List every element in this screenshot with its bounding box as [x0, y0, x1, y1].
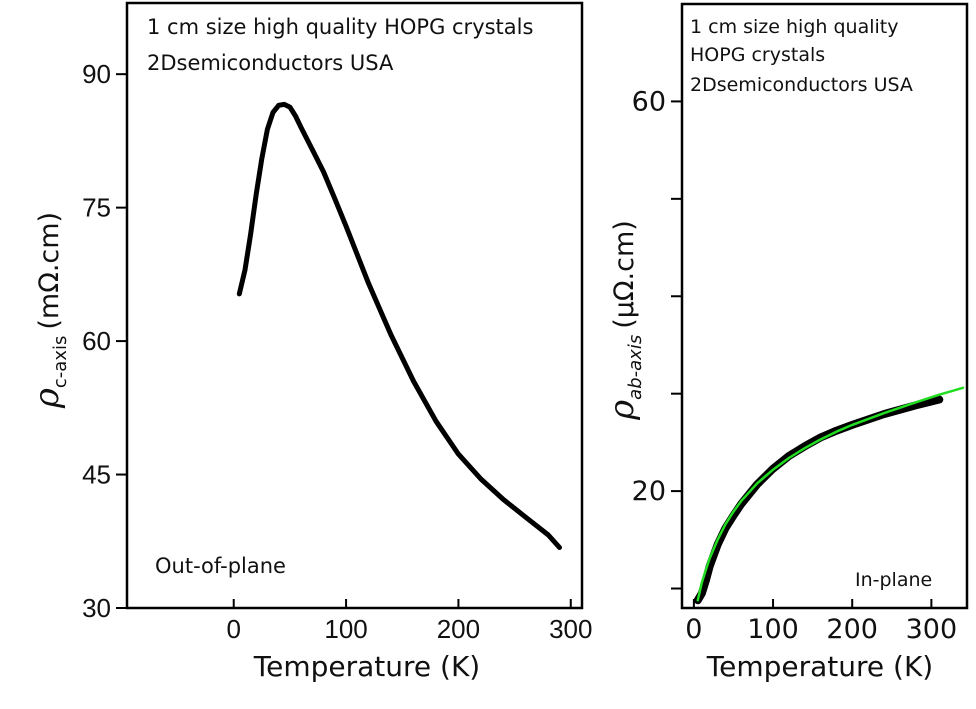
- y-tick-label: 60: [82, 326, 111, 356]
- data-lines: [236, 101, 562, 550]
- x-tick-label: 300: [549, 614, 592, 644]
- panel-label: Out-of-plane: [155, 554, 286, 578]
- y-tick-label: 60: [632, 86, 666, 117]
- x-tick-label: 300: [906, 614, 958, 645]
- y-tick-label: 30: [82, 593, 111, 623]
- x-tick-label: 0: [685, 614, 702, 645]
- annotation-line-3: 2Dsemiconductors USA: [690, 74, 913, 96]
- series-line-2: [696, 386, 965, 602]
- axis-ticks: 0 100 200 300 20 60: [632, 86, 958, 645]
- data-lines: [693, 386, 965, 605]
- plot-frame: [125, 1, 584, 610]
- y-axis-symbol: ρ: [602, 400, 642, 421]
- y-tick-label: 75: [82, 193, 111, 223]
- svg-text:ρab-axis(µΩ.cm): ρab-axis (µΩ.cm): [602, 220, 646, 421]
- y-axis-symbol: ρ: [27, 388, 67, 409]
- x-tick-label: 0: [226, 614, 240, 644]
- annotation-line-1: 1 cm size high quality HOPG crystals: [147, 15, 533, 39]
- y-tick-label: 45: [82, 460, 111, 490]
- y-axis-subscript: c-axis: [50, 336, 71, 388]
- y-axis-title: ρc-axis (mΩ.cm): [27, 212, 71, 409]
- svg-text:ρc-axis(mΩ.cm): ρc-axis (mΩ.cm): [27, 212, 71, 409]
- x-axis-title: Temperature (K): [253, 650, 480, 683]
- x-axis-title: Temperature (K): [706, 650, 933, 683]
- annotation-line-1: 1 cm size high quality: [690, 16, 898, 38]
- y-tick-label: 90: [82, 59, 111, 89]
- out-of-plane-chart: 0 100 200 300 30 45 60 75 90 1 cm size high qual…: [27, 1, 592, 683]
- panel-label: In-plane: [855, 569, 932, 591]
- y-axis-title: ρab-axis (µΩ.cm): [602, 220, 646, 421]
- annotation-line-2: HOPG crystals: [690, 44, 825, 66]
- y-axis-unit: (µΩ.cm): [609, 220, 640, 329]
- x-tick-label: 100: [747, 614, 799, 645]
- x-tick-label: 100: [324, 614, 367, 644]
- in-plane-chart: 0 100 200 300 20 60 1 cm size high quality HO…: [602, 2, 969, 683]
- plot-frame: [680, 2, 969, 610]
- x-tick-label: 200: [437, 614, 480, 644]
- y-axis-subscript: ab-axis: [625, 335, 646, 400]
- y-axis-unit: (mΩ.cm): [34, 212, 65, 330]
- axis-ticks: 0 100 200 300 30 45 60 75 90: [82, 59, 592, 644]
- y-tick-label: 20: [632, 476, 666, 507]
- x-tick-label: 200: [826, 614, 878, 645]
- series-line-1: [236, 101, 562, 550]
- annotation-line-2: 2Dsemiconductors USA: [147, 51, 394, 75]
